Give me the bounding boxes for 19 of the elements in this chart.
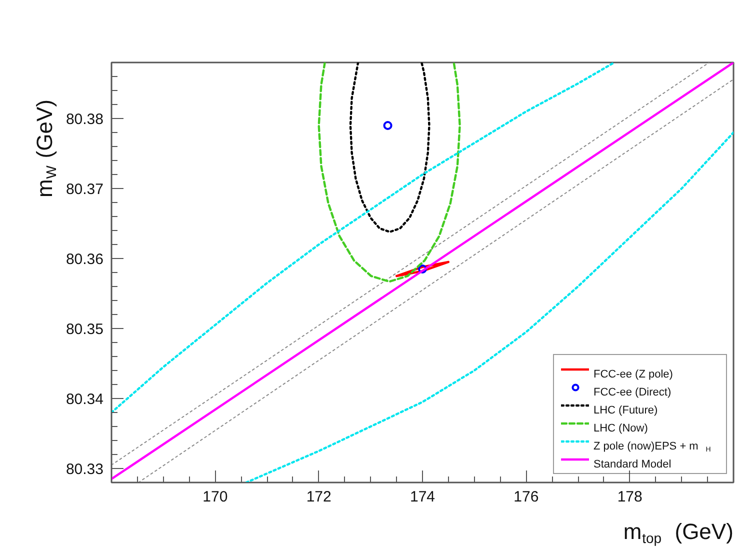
- y-tick-label: 80.38: [66, 111, 104, 128]
- legend-label: LHC (Now): [594, 422, 648, 434]
- y-tick-label: 80.33: [66, 461, 104, 478]
- x-tick-label: 178: [617, 488, 642, 506]
- line-series: [318, 62, 461, 283]
- y-axis-title: mW (GeV): [32, 100, 60, 198]
- y-tick-label: 80.36: [66, 251, 104, 268]
- x-tick-label: 172: [306, 488, 332, 506]
- x-tick-label: 176: [514, 488, 539, 506]
- x-tick-label: 174: [410, 488, 436, 506]
- line-series: [349, 62, 430, 233]
- legend-label: FCC-ee (Z pole): [594, 368, 673, 380]
- x-tick-label: 170: [202, 488, 228, 506]
- legend-label: FCC-ee (Direct): [594, 386, 672, 398]
- y-tick-label: 80.34: [66, 391, 104, 408]
- y-tick-label: 80.35: [66, 321, 104, 338]
- legend-label: LHC (Future): [594, 404, 658, 416]
- y-tick-label: 80.37: [66, 181, 104, 198]
- legend-label: Standard Model: [594, 458, 672, 470]
